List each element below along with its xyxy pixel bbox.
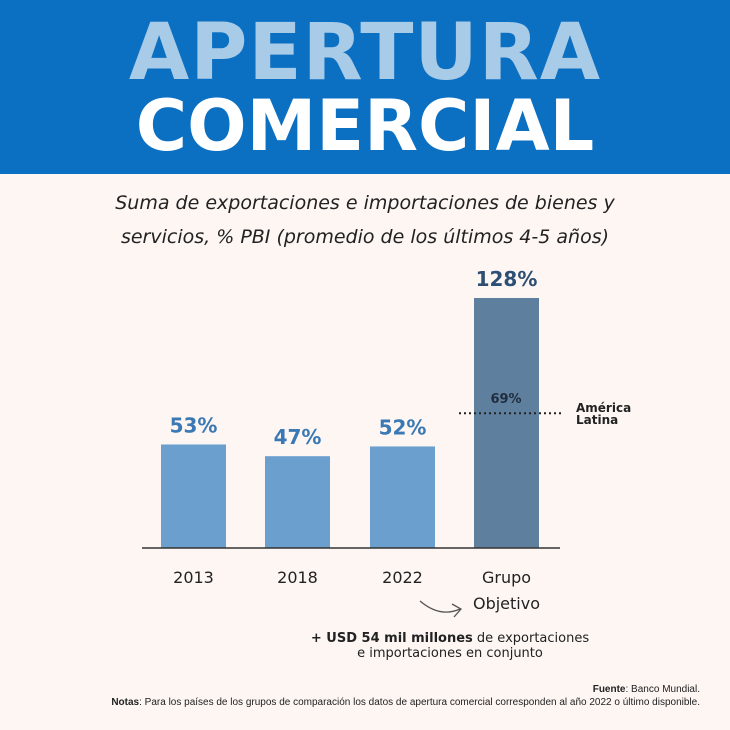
notes-text: : Para los países de los grupos de compa…: [139, 697, 700, 708]
notes: Notas: Para los países de los grupos de …: [111, 697, 700, 708]
chart-subtitle: Suma de exportaciones e importaciones de…: [0, 186, 730, 254]
data-label-3: 128%: [476, 267, 538, 291]
source-note: Fuente: Banco Mundial.: [593, 684, 700, 695]
data-label-0: 53%: [170, 413, 218, 437]
annotation-rest: de exportaciones: [472, 631, 590, 646]
reference-label-2: Latina: [576, 413, 618, 427]
source-text: : Banco Mundial.: [625, 684, 701, 695]
bar-3: [474, 298, 539, 548]
bar-1: [265, 456, 330, 548]
title-line-1: APERTURA: [128, 8, 602, 98]
data-label-2: 52%: [379, 415, 427, 439]
x-tick-label-3: Objetivo: [473, 594, 540, 613]
bar-2: [370, 446, 435, 548]
x-tick-label-1: 2018: [277, 568, 318, 587]
annotation-line-2: e importaciones en conjunto: [357, 646, 543, 661]
data-label-1: 47%: [274, 425, 322, 449]
notes-label: Notas: [111, 697, 140, 708]
title-line-2: COMERCIAL: [135, 85, 595, 167]
source-label: Fuente: [592, 684, 626, 695]
x-tick-label-3: Grupo: [482, 568, 531, 587]
reference-label-1: América: [576, 401, 631, 415]
x-tick-label-0: 2013: [173, 568, 214, 587]
annotation-bold: + USD 54 mil millones: [310, 631, 473, 646]
subtitle-line-1: Suma de exportaciones e importaciones de…: [115, 192, 615, 214]
subtitle-line-2: servicios, % PBI (promedio de los último…: [120, 226, 610, 248]
arrow-icon: [419, 600, 463, 618]
annotation: + USD 54 mil millones de exportaciones e…: [300, 631, 600, 661]
header-banner: APERTURA COMERCIAL: [0, 0, 730, 174]
x-tick-label-2: 2022: [382, 568, 423, 587]
reference-value-label: 69%: [490, 392, 521, 407]
bar-0: [161, 444, 226, 548]
